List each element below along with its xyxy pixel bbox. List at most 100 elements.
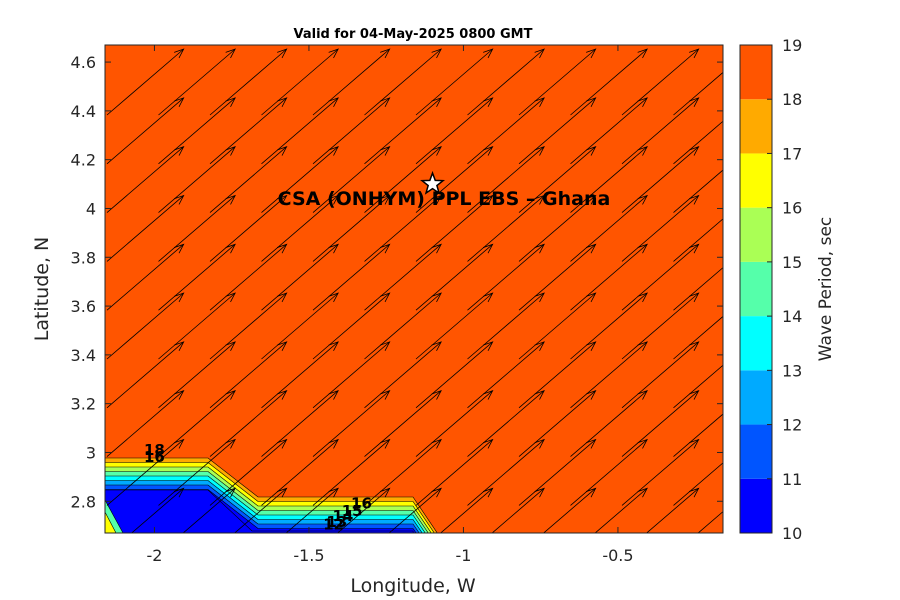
wave-direction-arrow <box>312 194 391 262</box>
y-tick-label: 2.8 <box>71 492 96 511</box>
arrow-head <box>689 146 700 156</box>
wave-direction-arrow <box>518 438 597 506</box>
wave-direction-arrow <box>182 487 236 533</box>
wave-direction-arrow <box>621 243 700 311</box>
arrow-head <box>431 146 442 156</box>
arrow-head <box>637 438 648 449</box>
colorbar-swatch <box>740 478 772 533</box>
arrow-shaft <box>106 97 184 165</box>
chart-title: Valid for 04-May-2025 0800 GMT <box>294 27 533 42</box>
arrow-head <box>380 194 391 205</box>
wave-direction-arrow <box>312 341 391 409</box>
arrow-head <box>637 194 648 205</box>
arrow-head <box>483 97 494 107</box>
site-label: CSA (ONHYM) PPL EBS – Ghana <box>278 188 611 210</box>
arrow-shaft <box>312 195 390 262</box>
wave-direction-arrow <box>570 390 648 457</box>
wave-direction-arrow <box>673 71 723 116</box>
arrow-head <box>380 292 391 303</box>
arrow-shaft <box>518 341 596 409</box>
wave-direction-arrow <box>621 97 700 165</box>
arrow-shaft <box>261 48 339 116</box>
x-axis-label: Longitude, W <box>350 575 476 597</box>
arrow-shaft <box>131 488 184 533</box>
arrow-shaft <box>364 439 442 506</box>
arrow-shaft <box>106 48 184 116</box>
wave-direction-arrow <box>673 364 723 409</box>
arrow-head <box>637 146 648 156</box>
arrow-shaft <box>312 48 390 116</box>
contour-label: 18 <box>144 441 165 459</box>
arrow-head <box>225 48 236 59</box>
arrow-head <box>174 146 185 156</box>
arrow-shaft <box>261 244 339 311</box>
site-star-icon <box>420 170 446 195</box>
wave-direction-arrow <box>673 218 723 262</box>
arrow-head <box>328 487 339 498</box>
wave-direction-arrow <box>312 438 391 506</box>
arrow-head <box>431 438 442 449</box>
arrow-head <box>637 487 648 498</box>
wave-direction-arrows <box>106 48 723 533</box>
arrow-head <box>689 194 700 205</box>
x-axis-ticks: -2 -1.5 -1 -0.5 <box>146 45 634 565</box>
wave-direction-arrow <box>131 487 185 533</box>
contour-label: 16 <box>144 448 165 466</box>
arrow-shaft <box>673 364 723 409</box>
arrow-shaft <box>570 48 648 116</box>
arrow-head <box>225 390 236 400</box>
colorbar-tick-label: 12 <box>782 416 802 435</box>
arrow-shaft <box>209 97 287 165</box>
arrow-head <box>483 48 494 59</box>
wave-direction-arrow <box>415 97 494 165</box>
wave-direction-arrow <box>570 243 648 311</box>
arrow-head <box>586 48 597 59</box>
contour-bands <box>105 457 438 533</box>
arrow-head <box>586 438 597 449</box>
colorbar-swatch <box>740 261 772 317</box>
arrow-shaft <box>673 315 723 360</box>
wave-direction-arrow <box>261 194 339 262</box>
arrow-shaft <box>158 244 236 311</box>
arrow-shaft <box>621 292 699 360</box>
wave-direction-arrow <box>209 243 288 311</box>
arrow-shaft <box>621 195 699 262</box>
arrow-shaft <box>158 341 236 409</box>
wave-direction-arrow <box>312 146 391 213</box>
arrow-shaft <box>261 292 339 360</box>
arrow-head <box>534 341 545 351</box>
y-tick-label: 3 <box>86 443 96 462</box>
arrow-shaft <box>158 48 236 116</box>
wave-direction-arrow <box>209 48 288 116</box>
arrow-shaft <box>312 390 390 457</box>
arrow-shaft <box>234 488 287 533</box>
arrow-shaft <box>415 195 493 262</box>
arrow-head <box>483 243 494 254</box>
arrow-shaft <box>106 146 184 213</box>
wave-direction-arrow <box>106 438 185 506</box>
arrow-head <box>277 292 288 303</box>
wave-direction-arrow <box>364 194 442 262</box>
wave-direction-arrow <box>158 341 236 409</box>
colorbar-tick-label: 18 <box>782 90 802 109</box>
wave-direction-arrow <box>467 390 545 457</box>
wave-direction-arrow <box>570 48 648 116</box>
arrow-shaft <box>570 244 648 311</box>
arrow-head <box>174 48 185 59</box>
contour-label: 14 <box>332 507 353 525</box>
wave-direction-arrow <box>106 341 185 409</box>
wave-direction-arrow <box>261 438 339 506</box>
arrow-shaft <box>106 390 184 457</box>
arrow-shaft <box>106 195 184 262</box>
wave-direction-arrow <box>209 146 288 213</box>
arrow-shaft <box>621 439 699 506</box>
wave-direction-arrow <box>158 390 236 457</box>
colorbar-swatch <box>740 153 772 208</box>
y-axis-ticks: 2.8 3 3.2 3.4 3.6 3.8 4 4.2 4.4 4.6 <box>71 53 723 511</box>
x-tick-label: -2 <box>146 546 162 565</box>
wave-direction-arrow <box>106 97 185 165</box>
contour-band <box>105 511 117 533</box>
arrow-head <box>328 97 339 107</box>
arrow-shaft <box>261 341 339 409</box>
